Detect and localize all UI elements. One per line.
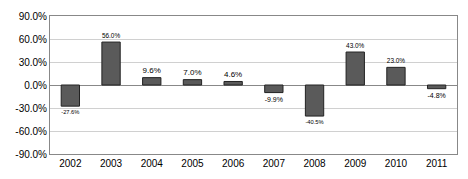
svg-text:2011: 2011 <box>426 158 448 169</box>
svg-text:0.0%: 0.0% <box>24 80 47 91</box>
svg-text:2004: 2004 <box>141 158 164 169</box>
svg-text:2010: 2010 <box>385 158 408 169</box>
svg-text:2008: 2008 <box>303 158 326 169</box>
svg-text:-60.0%: -60.0% <box>15 126 47 137</box>
svg-text:90.0%: 90.0% <box>19 11 47 22</box>
svg-text:-40.5%: -40.5% <box>305 119 323 125</box>
svg-text:2005: 2005 <box>181 158 204 169</box>
svg-text:-9.9%: -9.9% <box>265 96 283 103</box>
svg-text:2002: 2002 <box>59 158 82 169</box>
svg-text:9.6%: 9.6% <box>143 66 161 75</box>
svg-text:-27.6%: -27.6% <box>61 109 79 115</box>
svg-text:7.0%: 7.0% <box>183 68 201 77</box>
svg-text:4.6%: 4.6% <box>224 70 242 79</box>
svg-text:43.0%: 43.0% <box>346 42 364 49</box>
svg-text:-4.8%: -4.8% <box>428 92 446 99</box>
svg-text:2003: 2003 <box>100 158 123 169</box>
svg-text:2009: 2009 <box>344 158 367 169</box>
svg-text:2006: 2006 <box>222 158 245 169</box>
svg-text:23.0%: 23.0% <box>387 57 405 64</box>
svg-text:2007: 2007 <box>263 158 286 169</box>
svg-text:-30.0%: -30.0% <box>15 103 47 114</box>
svg-text:60.0%: 60.0% <box>19 34 47 45</box>
svg-text:-90.0%: -90.0% <box>15 149 47 160</box>
svg-text:30.0%: 30.0% <box>19 57 47 68</box>
svg-text:56.0%: 56.0% <box>102 32 120 39</box>
